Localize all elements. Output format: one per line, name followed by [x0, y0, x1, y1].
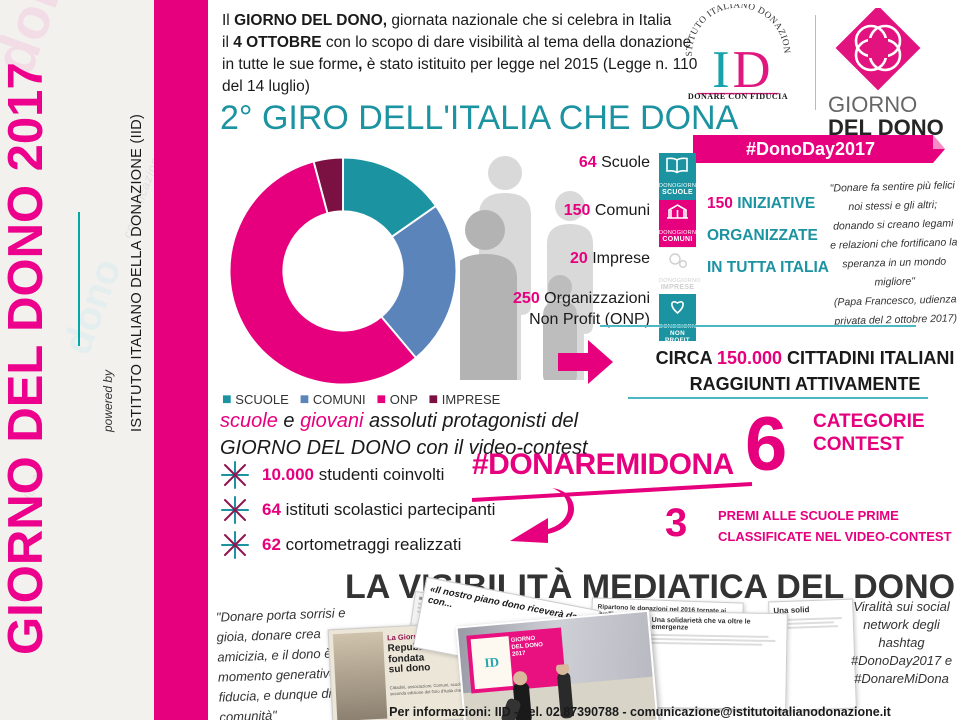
svg-text:D: D [733, 41, 771, 99]
svg-text:DONARE CON FIDUCIA: DONARE CON FIDUCIA [688, 92, 788, 99]
svg-text:I: I [712, 41, 729, 99]
